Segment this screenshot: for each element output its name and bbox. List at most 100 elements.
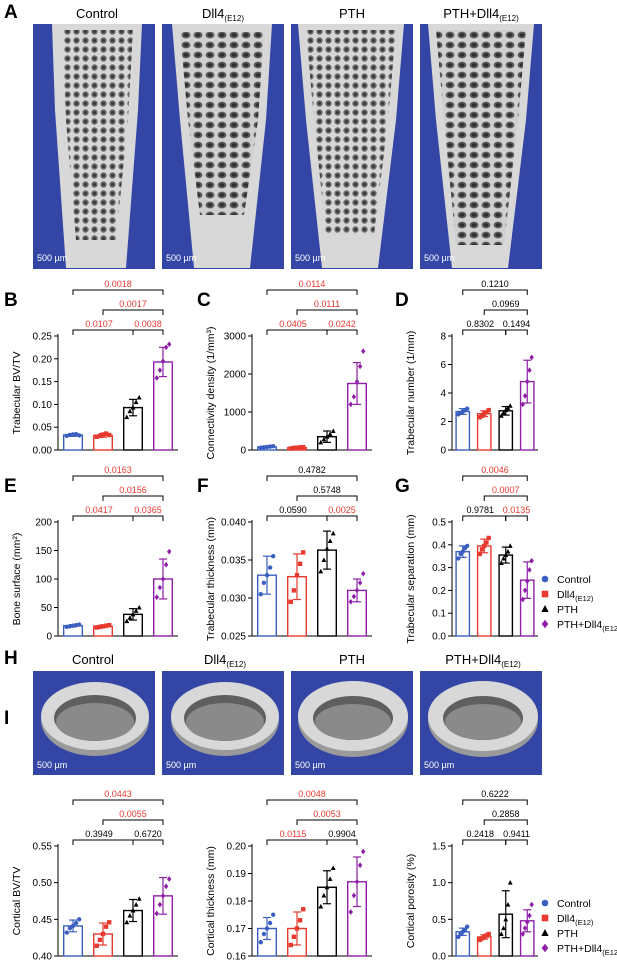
data-point-j-1 bbox=[288, 942, 293, 948]
data-point-d-3 bbox=[527, 367, 532, 374]
y-tick-label: 200 bbox=[35, 518, 52, 529]
panel-label-b: B bbox=[4, 290, 18, 311]
y-axis-label: Trabecular separation (mm) bbox=[405, 514, 417, 643]
data-point-d-1 bbox=[477, 415, 483, 420]
legend-label-0: Control bbox=[557, 574, 591, 586]
y-tick-label: 0 bbox=[46, 632, 52, 643]
data-point-e-2 bbox=[136, 604, 142, 610]
y-tick-label: 4 bbox=[440, 389, 446, 400]
comparison-bracket: 0.6720 bbox=[132, 829, 164, 845]
data-point-c-3 bbox=[348, 401, 353, 408]
comparison-bracket: 0.0590 bbox=[266, 505, 328, 521]
chart-bone-surface: 0 50 100 150 200 Bone surface (mm²) 0.0417 0.03… bbox=[11, 465, 178, 643]
data-point-i-1 bbox=[97, 937, 103, 943]
p-value-label: 0.9411 bbox=[503, 829, 530, 839]
data-point-g-3 bbox=[525, 578, 530, 585]
y-tick-label: 1.5 bbox=[432, 842, 446, 853]
data-point-e-2 bbox=[127, 615, 133, 620]
p-value-label: 0.6720 bbox=[134, 829, 162, 839]
h-image-dll4: 500 µm bbox=[162, 671, 284, 775]
data-point-c-2 bbox=[327, 431, 333, 437]
data-point-e-0 bbox=[77, 622, 82, 627]
legend-marker-0 bbox=[541, 899, 549, 907]
p-value-label: 0.0048 bbox=[298, 789, 326, 799]
data-point-i-1 bbox=[94, 943, 99, 948]
a-scale-label-dll4: 500 µm bbox=[166, 253, 196, 263]
data-point-k-1 bbox=[479, 936, 485, 941]
data-point-c-1 bbox=[297, 445, 303, 450]
data-point-d-0 bbox=[464, 406, 470, 411]
h-title-dll4: Dll4(E12) bbox=[204, 652, 246, 669]
chart-trabecular-separation: 0.0 0.1 0.2 0.3 0.4 0.5 Trabecular separation … bbox=[405, 465, 538, 644]
data-point-k-1 bbox=[486, 931, 491, 937]
data-point-j-0 bbox=[261, 931, 267, 937]
comparison-bracket: 0.0107 bbox=[72, 319, 134, 335]
comparison-bracket: 0.6222 bbox=[462, 789, 528, 805]
a-image-control: 500 µm bbox=[33, 24, 155, 269]
comparison-bracket: 0.2418 bbox=[462, 829, 507, 845]
data-point-c-3 bbox=[354, 378, 360, 385]
data-point-g-0 bbox=[456, 556, 461, 561]
data-point-e-3 bbox=[154, 594, 159, 601]
bar-g-2 bbox=[498, 554, 514, 637]
p-value-label: 0.3949 bbox=[85, 829, 113, 839]
data-point-g-0 bbox=[464, 543, 470, 549]
chart-trabecular-number: 0 2 4 6 8 Trabecular number (1/mm) 0.8302 0.149… bbox=[405, 279, 538, 457]
data-point-d-3 bbox=[520, 401, 526, 408]
data-point-j-2 bbox=[318, 903, 324, 909]
data-point-i-2 bbox=[124, 919, 130, 925]
a-scale-label-pth-dll4: 500 µm bbox=[424, 253, 454, 263]
h-scale-label-dll4: 500 µm bbox=[166, 760, 196, 770]
comparison-bracket: 0.3949 bbox=[72, 829, 134, 845]
p-value-label: 0.0114 bbox=[299, 279, 326, 289]
h-title-pth: PTH bbox=[339, 652, 365, 667]
legend-marker-3 bbox=[541, 943, 549, 953]
h-image-pth-dll4: 500 µm bbox=[420, 671, 542, 775]
comparison-bracket: 0.0443 bbox=[72, 789, 164, 805]
data-point-i-2 bbox=[130, 907, 136, 913]
y-tick-label: 0.3 bbox=[432, 563, 446, 574]
data-point-c-3 bbox=[351, 393, 357, 400]
chart-cortical-porosity: 0.0 0.5 1.0 1.5 Cortical porosity (%) 0.2418 0… bbox=[405, 789, 538, 963]
y-axis-label: Trabecular number (1/mm) bbox=[405, 331, 417, 455]
data-point-d-1 bbox=[486, 407, 491, 413]
chart-cortical-bvtv: 0.40 0.45 0.50 0.55 Cortical BV/TV 0.3949 0.67… bbox=[11, 789, 178, 963]
legend-cortical: Control Dll4(E12)PTH PTH+Dll4(E12) bbox=[541, 898, 617, 957]
data-point-g-1 bbox=[479, 547, 485, 552]
p-value-label: 0.9781 bbox=[466, 505, 494, 515]
data-point-b-0 bbox=[77, 433, 82, 438]
comparison-bracket: 0.0242 bbox=[326, 319, 358, 335]
a-title-pth: PTH bbox=[339, 6, 365, 21]
data-point-g-3 bbox=[522, 587, 528, 594]
y-tick-label: 0.5 bbox=[432, 518, 446, 529]
data-point-b-1 bbox=[103, 431, 109, 436]
y-tick-label: 0.4 bbox=[432, 540, 446, 551]
legend-label-1: Dll4(E12) bbox=[557, 589, 594, 603]
data-point-c-1 bbox=[291, 445, 297, 451]
y-tick-label: 0.50 bbox=[33, 878, 53, 889]
data-point-i-3 bbox=[154, 910, 159, 917]
legend-label-0: Control bbox=[557, 898, 591, 910]
comparison-bracket: 0.0038 bbox=[132, 319, 164, 335]
data-point-c-1 bbox=[288, 446, 293, 451]
data-point-f-0 bbox=[261, 580, 267, 585]
comparison-bracket: 0.0115 bbox=[266, 829, 328, 845]
p-value-label: 0.0156 bbox=[119, 485, 147, 495]
data-point-e-3 bbox=[167, 548, 172, 555]
p-value-label: 0.0053 bbox=[313, 809, 341, 819]
p-value-label: 0.0025 bbox=[328, 505, 356, 515]
p-value-label: 0.0017 bbox=[119, 299, 147, 309]
data-point-f-3 bbox=[354, 587, 360, 594]
data-point-i-1 bbox=[100, 931, 106, 937]
y-tick-label: 0.18 bbox=[227, 897, 247, 908]
data-point-c-1 bbox=[294, 445, 300, 450]
chart-trabecular-thickness: 0.025 0.030 0.035 0.040 Trabecular thickness… bbox=[205, 465, 372, 643]
data-point-e-3 bbox=[160, 576, 166, 582]
data-point-j-2 bbox=[330, 865, 336, 870]
legend-marker-1 bbox=[541, 914, 549, 922]
y-tick-label: 0.16 bbox=[227, 952, 247, 963]
data-point-k-1 bbox=[482, 934, 487, 940]
data-point-f-1 bbox=[288, 599, 293, 604]
legend-marker-2 bbox=[541, 929, 549, 936]
y-tick-label: 0.10 bbox=[33, 400, 53, 411]
